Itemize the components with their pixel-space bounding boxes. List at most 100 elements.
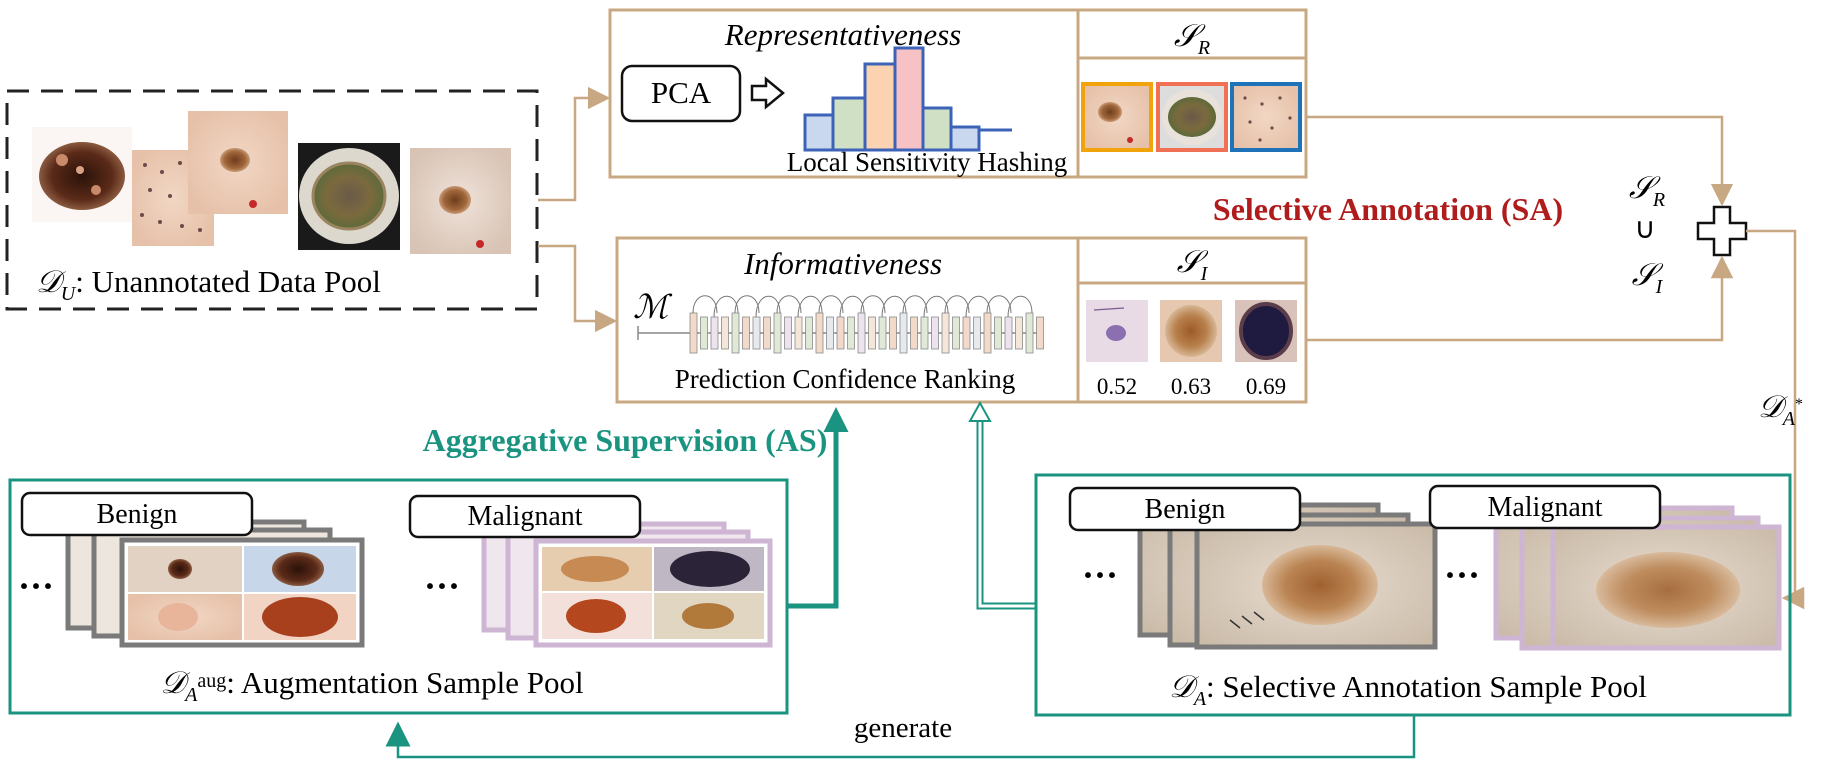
- dataset-u-subscript: U: [61, 283, 77, 305]
- skip-connection-arc: [776, 295, 802, 314]
- network-layer-block: [952, 316, 960, 350]
- skip-connection-arc: [797, 295, 823, 318]
- pca-label: PCA: [651, 75, 712, 110]
- annotation-feedback-arrow: [968, 400, 1036, 610]
- model-symbol: ℳ: [633, 290, 673, 326]
- augmentation-pool-caption: 𝒟Aaug: Augmentation Sample Pool: [160, 665, 583, 706]
- set-r-image-2: [1156, 82, 1228, 152]
- score-2: 0.63: [1171, 374, 1211, 399]
- network-layer-block: [941, 312, 950, 354]
- network-layer-block: [763, 316, 771, 350]
- pool-image-1: [32, 127, 132, 222]
- aggregative-supervision-label: Aggregative Supervision (AS): [423, 422, 828, 458]
- skip-connection-arc: [818, 295, 844, 314]
- network-blocks: [689, 295, 1044, 354]
- generate-label: generate: [854, 712, 952, 744]
- network-layer-block: [889, 316, 897, 350]
- unannotated-pool-caption: 𝒟U: Unannotated Data Pool: [36, 264, 381, 305]
- annotation-pool-caption: 𝒟A: Selective Annotation Sample Pool: [1169, 669, 1647, 710]
- union-operator: 𝒮R ∪ 𝒮I: [1629, 170, 1748, 298]
- dataset-aug-superscript: aug: [197, 670, 226, 692]
- dataset-astar-superscript: *: [1795, 396, 1803, 413]
- network-layer-block: [742, 316, 750, 350]
- network-layer-block: [805, 316, 813, 350]
- unannotated-pool: 𝒟U: Unannotated Data Pool: [5, 89, 539, 311]
- skip-connection-arc: [986, 295, 1012, 314]
- arrow-si-to-union: [1306, 255, 1734, 342]
- union-top-set: 𝒮R: [1629, 170, 1665, 211]
- skip-connection-arc: [1007, 295, 1033, 318]
- score-1: 0.52: [1097, 374, 1137, 399]
- set-r-header: [1076, 8, 1308, 60]
- network-layer-block: [973, 316, 981, 350]
- skip-connection-arc: [734, 295, 760, 314]
- network-layer-block: [1015, 316, 1023, 350]
- aug-benign-ellipsis: ···: [18, 566, 54, 606]
- aug-benign-tag: [20, 491, 254, 537]
- aug-malignant-grid: [542, 547, 764, 639]
- plus-icon: [1696, 205, 1748, 257]
- aug-malignant-stack: Malignant: [408, 494, 773, 648]
- dataset-a-subscript: A: [1192, 688, 1207, 710]
- network-layer-block: [994, 316, 1002, 350]
- network-layer-block: [773, 312, 782, 354]
- network-layer-block: [962, 316, 971, 350]
- union-symbol: ∪: [1634, 213, 1655, 245]
- network-layer-block: [700, 316, 708, 350]
- network-layer-block: [689, 312, 698, 354]
- set-r-image-1: [1081, 82, 1153, 152]
- network-layer-block: [731, 312, 740, 354]
- aug-malignant-tag: [408, 494, 642, 539]
- aug-benign-label: Benign: [97, 499, 178, 530]
- pool-image-4: [298, 143, 400, 250]
- representative-set: 𝒮R: [1076, 8, 1308, 179]
- augmentation-pool-border: [8, 478, 789, 715]
- skip-connection-arc: [713, 295, 739, 318]
- aggregative-supervision-arrow: [787, 407, 849, 609]
- network-layer-block: [815, 312, 824, 354]
- pca-box: [620, 64, 742, 123]
- augmentation-pool-label: Augmentation Sample Pool: [241, 665, 584, 700]
- network-layer-block: [710, 316, 719, 350]
- lsh-caption: Local Sensitivity Hashing: [787, 147, 1067, 177]
- union-bottom-subscript: I: [1655, 276, 1664, 298]
- network-layer-block: [920, 316, 929, 350]
- aug-malignant-label: Malignant: [467, 501, 582, 532]
- informativeness-module: Informativeness ℳ Prediction Confidence …: [615, 236, 1080, 404]
- skip-connection-arc: [692, 295, 718, 314]
- network-layer-block: [847, 316, 855, 350]
- ann-malignant-tag: [1428, 484, 1662, 530]
- pool-image-3: [188, 111, 288, 214]
- unannotated-pool-label: Unannotated Data Pool: [92, 264, 381, 299]
- annotation-pool-label: Selective Annotation Sample Pool: [1222, 669, 1646, 704]
- confidence-ranking-caption: Prediction Confidence Ranking: [675, 364, 1015, 394]
- generate-arrow: [385, 715, 1416, 759]
- set-r-image-3: [1230, 82, 1302, 152]
- network-architecture-icon: [637, 295, 1044, 354]
- augmentation-pool: Benign ··· Malignant ··· 𝒟Aaug: Augmenta…: [8, 478, 789, 715]
- ann-malignant-ellipsis: ···: [1444, 555, 1480, 595]
- hollow-arrow-icon: [750, 76, 785, 110]
- skip-connection-arc: [839, 295, 865, 318]
- lsh-histogram-icon: [803, 46, 1012, 152]
- set-i-subscript: I: [1200, 263, 1209, 285]
- aug-benign-stack: Benign: [20, 491, 365, 648]
- skip-connection-arc: [755, 295, 781, 318]
- ann-benign-stack: Benign: [1068, 486, 1438, 650]
- union-top-subscript: R: [1652, 189, 1665, 211]
- annotation-pool: Benign ··· Malignant ··· 𝒟A: Selective A…: [1034, 473, 1792, 717]
- ann-malignant-stack: Malignant: [1428, 484, 1782, 651]
- pool-image-5: [410, 148, 511, 254]
- network-layer-block: [1036, 316, 1044, 350]
- selective-annotation-label: Selective Annotation (SA): [1213, 191, 1563, 227]
- network-layer-block: [910, 316, 918, 350]
- informativeness-title: Informativeness: [743, 246, 942, 281]
- network-layer-block: [752, 316, 761, 350]
- representativeness-module: Representativeness PCA Local Sensitivity…: [608, 8, 1080, 179]
- aug-benign-grid: [128, 546, 356, 640]
- ann-benign-ellipsis: ···: [1082, 555, 1118, 595]
- pool-connectors: [538, 86, 618, 333]
- network-layer-block: [1025, 312, 1034, 354]
- network-layer-block: [1004, 316, 1013, 350]
